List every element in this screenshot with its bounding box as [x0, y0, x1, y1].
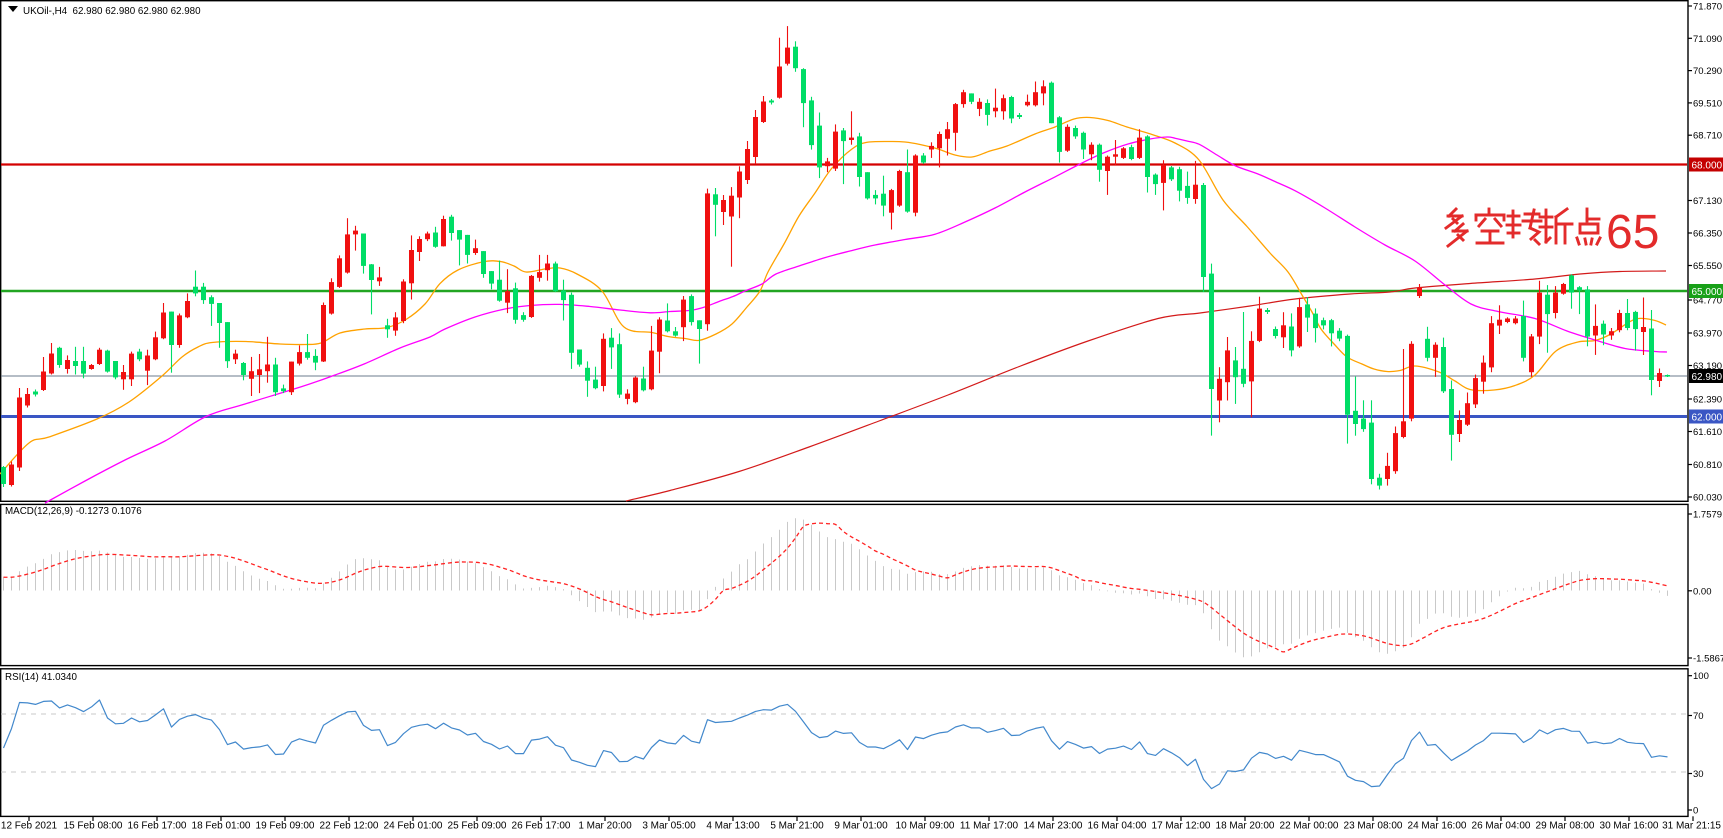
svg-text:65.550: 65.550: [1693, 261, 1722, 272]
svg-text:62.000: 62.000: [1692, 412, 1723, 423]
svg-text:16 Feb 17:00: 16 Feb 17:00: [128, 821, 187, 832]
svg-text:60.810: 60.810: [1693, 460, 1722, 471]
svg-text:23 Mar 08:00: 23 Mar 08:00: [1344, 821, 1403, 832]
svg-text:29 Mar 08:00: 29 Mar 08:00: [1536, 821, 1595, 832]
svg-text:-1.5867: -1.5867: [1693, 654, 1723, 665]
svg-text:MACD(12,26,9) -0.1273 0.1076: MACD(12,26,9) -0.1273 0.1076: [5, 506, 142, 517]
svg-text:UKOil-,H4 62.980 62.980 62.98: UKOil-,H4 62.980 62.980 62.980 62.980: [23, 6, 201, 17]
svg-text:17 Mar 12:00: 17 Mar 12:00: [1152, 821, 1211, 832]
svg-text:61.610: 61.610: [1693, 427, 1722, 438]
svg-text:30: 30: [1693, 769, 1704, 780]
svg-text:65.000: 65.000: [1692, 287, 1723, 298]
svg-text:5 Mar 21:00: 5 Mar 21:00: [770, 821, 824, 832]
svg-text:1 Mar 20:00: 1 Mar 20:00: [578, 821, 632, 832]
svg-text:15 Feb 08:00: 15 Feb 08:00: [64, 821, 123, 832]
svg-text:14 Mar 23:00: 14 Mar 23:00: [1024, 821, 1083, 832]
svg-text:71.870: 71.870: [1693, 2, 1722, 13]
svg-text:26 Feb 17:00: 26 Feb 17:00: [512, 821, 571, 832]
svg-text:31 Mar 21:15: 31 Mar 21:15: [1662, 821, 1721, 832]
svg-text:9 Mar 01:00: 9 Mar 01:00: [834, 821, 888, 832]
svg-text:71.090: 71.090: [1693, 34, 1722, 45]
svg-text:RSI(14) 41.0340: RSI(14) 41.0340: [5, 672, 77, 683]
svg-text:10 Mar 09:00: 10 Mar 09:00: [896, 821, 955, 832]
svg-text:66.350: 66.350: [1693, 229, 1722, 240]
svg-text:1.7579: 1.7579: [1693, 510, 1722, 521]
svg-text:24 Mar 16:00: 24 Mar 16:00: [1408, 821, 1467, 832]
svg-text:69.510: 69.510: [1693, 98, 1722, 109]
svg-text:63.970: 63.970: [1693, 329, 1722, 340]
svg-text:65: 65: [1606, 206, 1659, 259]
svg-text:16 Mar 04:00: 16 Mar 04:00: [1088, 821, 1147, 832]
svg-text:68.710: 68.710: [1693, 131, 1722, 142]
svg-text:18 Mar 20:00: 18 Mar 20:00: [1216, 821, 1275, 832]
svg-text:25 Feb 09:00: 25 Feb 09:00: [448, 821, 507, 832]
svg-text:0: 0: [1693, 806, 1698, 817]
svg-text:62.980: 62.980: [1692, 372, 1723, 383]
svg-text:67.130: 67.130: [1693, 196, 1722, 207]
svg-text:12 Feb 2021: 12 Feb 2021: [1, 821, 58, 832]
svg-text:24 Feb 01:00: 24 Feb 01:00: [384, 821, 443, 832]
svg-text:30 Mar 16:00: 30 Mar 16:00: [1600, 821, 1659, 832]
svg-text:70.290: 70.290: [1693, 66, 1722, 77]
svg-text:0.00: 0.00: [1693, 586, 1712, 597]
svg-text:64.770: 64.770: [1693, 296, 1722, 307]
svg-text:11 Mar 17:00: 11 Mar 17:00: [960, 821, 1019, 832]
svg-text:19 Feb 09:00: 19 Feb 09:00: [256, 821, 315, 832]
svg-text:22 Feb 12:00: 22 Feb 12:00: [320, 821, 379, 832]
svg-text:3 Mar 05:00: 3 Mar 05:00: [642, 821, 696, 832]
svg-text:63.190: 63.190: [1693, 361, 1722, 372]
svg-text:70: 70: [1693, 711, 1704, 722]
svg-text:62.390: 62.390: [1693, 395, 1722, 406]
svg-text:100: 100: [1693, 671, 1709, 682]
svg-text:18 Feb 01:00: 18 Feb 01:00: [192, 821, 251, 832]
svg-text:68.000: 68.000: [1692, 160, 1723, 171]
svg-text:60.030: 60.030: [1693, 493, 1722, 504]
svg-text:26 Mar 04:00: 26 Mar 04:00: [1472, 821, 1531, 832]
svg-text:4 Mar 13:00: 4 Mar 13:00: [706, 821, 760, 832]
svg-text:22 Mar 00:00: 22 Mar 00:00: [1280, 821, 1339, 832]
